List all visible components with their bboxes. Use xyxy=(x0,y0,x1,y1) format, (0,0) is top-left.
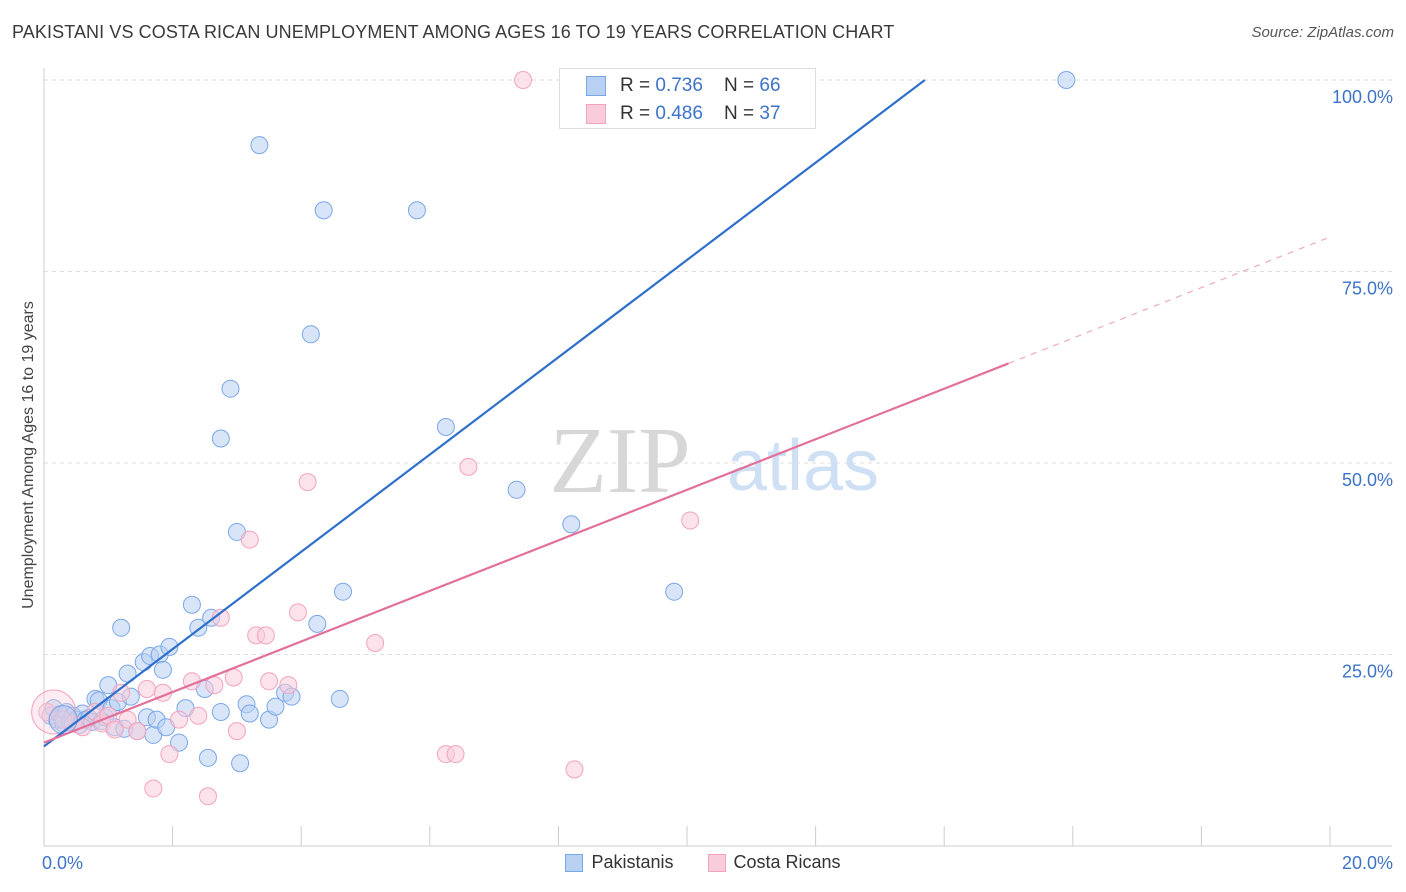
point-pakistanis xyxy=(160,637,179,656)
point-costa-ricans xyxy=(298,473,317,492)
point-costa-ricans xyxy=(260,672,279,691)
y-tick-label: 25.0% xyxy=(1342,662,1393,682)
watermark-atlas: atlas xyxy=(727,426,879,506)
stats-r-label: R = xyxy=(620,103,656,124)
point-pakistanis xyxy=(182,595,201,614)
point-pakistanis xyxy=(301,325,320,344)
point-pakistanis xyxy=(240,704,259,723)
legend: Pakistanis Costa Ricans xyxy=(0,852,1406,873)
point-costa-ricans xyxy=(118,710,137,729)
point-costa-ricans xyxy=(366,634,385,653)
point-costa-ricans xyxy=(514,71,533,89)
legend-swatch-pakistanis xyxy=(565,853,584,872)
point-costa-ricans xyxy=(198,787,217,806)
cluster-pakistanis xyxy=(48,705,78,735)
point-costa-ricans xyxy=(681,511,700,530)
point-costa-ricans xyxy=(105,720,124,739)
point-costa-ricans xyxy=(112,683,131,702)
point-pakistanis xyxy=(333,582,352,601)
point-costa-ricans xyxy=(128,722,147,741)
stats-box: R = 0.736 N = 66 R = 0.486 N = 37 xyxy=(559,68,816,129)
legend-label-costa-ricans: Costa Ricans xyxy=(733,852,841,872)
point-costa-ricans xyxy=(240,530,259,549)
source-label: Source: ZipAtlas.com xyxy=(1251,24,1394,41)
point-pakistanis xyxy=(198,748,217,767)
y-tick-label: 75.0% xyxy=(1342,279,1393,299)
point-pakistanis xyxy=(170,733,189,752)
point-costa-ricans xyxy=(256,626,275,645)
tick-labels: 25.0% 50.0% 75.0% 100.0% 0.0% 20.0% xyxy=(42,87,1393,873)
points-layer xyxy=(31,71,1076,806)
trend-layer xyxy=(43,79,1331,748)
y-axis-label: Unemployment Among Ages 16 to 19 years xyxy=(20,301,37,609)
point-costa-ricans xyxy=(137,679,156,698)
point-costa-ricans xyxy=(288,603,307,622)
point-pakistanis xyxy=(153,660,172,679)
stats-n-label: N = xyxy=(724,103,760,124)
stats-n-value: 66 xyxy=(759,75,781,96)
stats-row-pakistanis: R = 0.736 N = 66 xyxy=(586,72,781,100)
stats-r-value: 0.736 xyxy=(655,75,703,96)
point-costa-ricans xyxy=(565,760,584,779)
legend-label-pakistanis: Pakistanis xyxy=(591,852,674,872)
legend-item-costa-ricans[interactable]: Costa Ricans xyxy=(707,852,841,873)
stats-r-label: R = xyxy=(620,75,656,96)
trend-line-costa-ricans xyxy=(43,362,1009,744)
cluster-costa-ricans xyxy=(31,689,77,735)
trend-line-costa-ricans-extension xyxy=(1008,236,1331,364)
point-costa-ricans xyxy=(205,676,224,695)
chart-title: PAKISTANI VS COSTA RICAN UNEMPLOYMENT AM… xyxy=(12,22,895,42)
y-tick-label: 50.0% xyxy=(1342,470,1393,490)
stats-n-value: 37 xyxy=(759,103,781,124)
axes xyxy=(43,68,1392,847)
x-tick-label-max: 20.0% xyxy=(1342,853,1393,873)
point-costa-ricans xyxy=(227,722,246,741)
point-pakistanis xyxy=(211,429,230,448)
point-pakistanis xyxy=(112,618,131,637)
point-pakistanis xyxy=(665,582,684,601)
point-costa-ricans xyxy=(144,779,163,798)
point-pakistanis xyxy=(314,201,333,220)
grid-lines xyxy=(44,79,1392,655)
stats-swatch-costa-ricans xyxy=(586,104,606,124)
point-costa-ricans xyxy=(459,457,478,476)
point-costa-ricans xyxy=(189,706,208,725)
point-pakistanis xyxy=(231,754,250,773)
point-costa-ricans xyxy=(38,702,57,721)
x-tick-label-min: 0.0% xyxy=(42,853,83,873)
legend-swatch-costa-ricans xyxy=(707,853,726,872)
watermark-zip: ZIP xyxy=(550,409,691,513)
point-pakistanis xyxy=(330,689,349,708)
point-pakistanis xyxy=(407,201,426,220)
stats-r-value: 0.486 xyxy=(655,103,703,124)
trend-line-pakistanis xyxy=(43,79,926,748)
point-pakistanis xyxy=(1057,71,1076,89)
watermark: ZIP atlas xyxy=(550,409,880,513)
point-pakistanis xyxy=(250,136,269,155)
point-pakistanis xyxy=(308,614,327,633)
point-pakistanis xyxy=(507,480,526,499)
point-costa-ricans xyxy=(170,710,189,729)
point-pakistanis xyxy=(211,702,230,721)
point-pakistanis xyxy=(436,417,455,436)
point-pakistanis xyxy=(266,697,285,716)
point-pakistanis xyxy=(562,515,581,534)
point-costa-ricans xyxy=(446,745,465,764)
legend-item-pakistanis[interactable]: Pakistanis xyxy=(565,852,674,873)
stats-swatch-pakistanis xyxy=(586,76,606,96)
y-tick-label: 100.0% xyxy=(1332,87,1393,107)
stats-row-costa-ricans: R = 0.486 N = 37 xyxy=(586,100,781,128)
point-pakistanis xyxy=(221,379,240,398)
point-costa-ricans xyxy=(279,676,298,695)
point-costa-ricans xyxy=(160,745,179,764)
stats-n-label: N = xyxy=(724,75,760,96)
